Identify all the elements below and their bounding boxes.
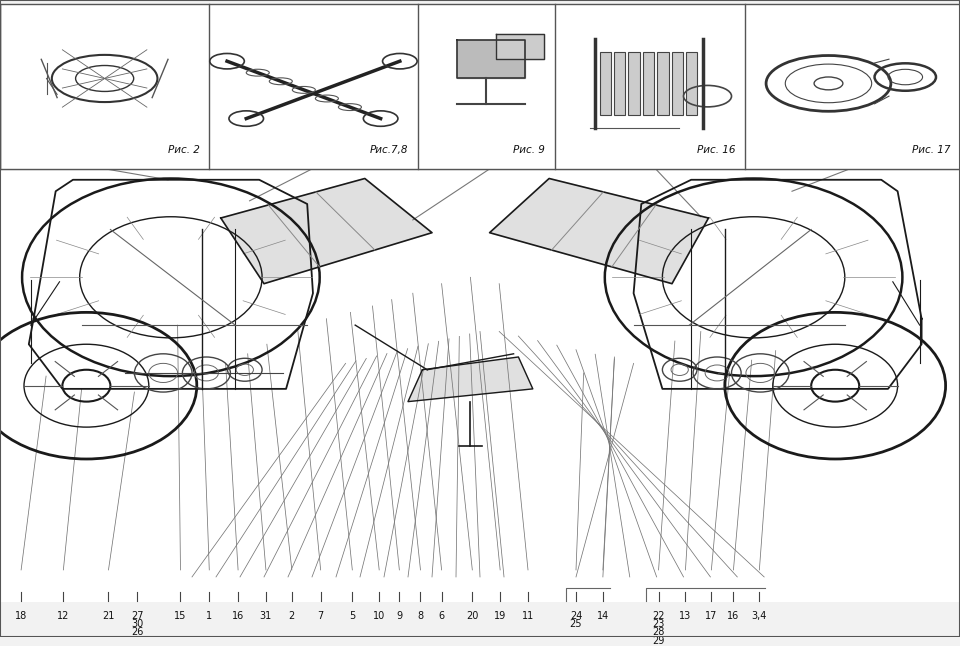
Polygon shape bbox=[634, 180, 922, 389]
Polygon shape bbox=[490, 178, 708, 284]
Text: 12: 12 bbox=[58, 610, 69, 621]
Text: Рис. 2: Рис. 2 bbox=[168, 145, 200, 155]
Text: 22: 22 bbox=[652, 610, 665, 621]
Text: 29: 29 bbox=[653, 636, 664, 645]
Text: 3,4: 3,4 bbox=[752, 610, 767, 621]
Text: 23: 23 bbox=[653, 619, 664, 629]
Bar bbox=[685, 52, 697, 115]
Bar bbox=[0, 5, 960, 169]
Polygon shape bbox=[408, 357, 533, 402]
Text: 26: 26 bbox=[132, 627, 143, 638]
Bar bbox=[643, 52, 655, 115]
Text: 30: 30 bbox=[132, 619, 143, 629]
Text: 31: 31 bbox=[260, 610, 272, 621]
Bar bbox=[658, 52, 669, 115]
Text: 5: 5 bbox=[349, 610, 355, 621]
Text: Рис. 9: Рис. 9 bbox=[514, 145, 545, 155]
Polygon shape bbox=[457, 40, 524, 78]
Text: 21: 21 bbox=[103, 610, 114, 621]
Text: 28: 28 bbox=[653, 627, 664, 638]
Text: 6: 6 bbox=[439, 610, 444, 621]
Text: 19: 19 bbox=[494, 610, 506, 621]
Polygon shape bbox=[29, 180, 313, 389]
Text: 16: 16 bbox=[728, 610, 739, 621]
Text: 15: 15 bbox=[175, 610, 186, 621]
Bar bbox=[0, 171, 960, 603]
Text: 14: 14 bbox=[597, 610, 609, 621]
Text: 20: 20 bbox=[467, 610, 478, 621]
Text: 27: 27 bbox=[131, 610, 144, 621]
Bar bbox=[629, 52, 639, 115]
Polygon shape bbox=[495, 34, 543, 59]
Text: 2: 2 bbox=[289, 610, 295, 621]
Text: 9: 9 bbox=[396, 610, 402, 621]
Text: 11: 11 bbox=[522, 610, 534, 621]
Text: 7: 7 bbox=[318, 610, 324, 621]
Text: Рис.7,8: Рис.7,8 bbox=[370, 145, 408, 155]
Text: 25: 25 bbox=[569, 619, 583, 629]
Text: 17: 17 bbox=[706, 610, 717, 621]
Text: 8: 8 bbox=[418, 610, 423, 621]
Text: Рис. 16: Рис. 16 bbox=[697, 145, 735, 155]
Bar bbox=[614, 52, 626, 115]
Bar bbox=[672, 52, 683, 115]
Polygon shape bbox=[221, 178, 432, 284]
Text: 24: 24 bbox=[570, 610, 582, 621]
Text: 1: 1 bbox=[206, 610, 212, 621]
Text: 10: 10 bbox=[373, 610, 385, 621]
Bar bbox=[599, 52, 612, 115]
Text: 13: 13 bbox=[680, 610, 691, 621]
Text: 18: 18 bbox=[15, 610, 27, 621]
Text: Рис. 17: Рис. 17 bbox=[912, 145, 950, 155]
Text: 16: 16 bbox=[232, 610, 244, 621]
